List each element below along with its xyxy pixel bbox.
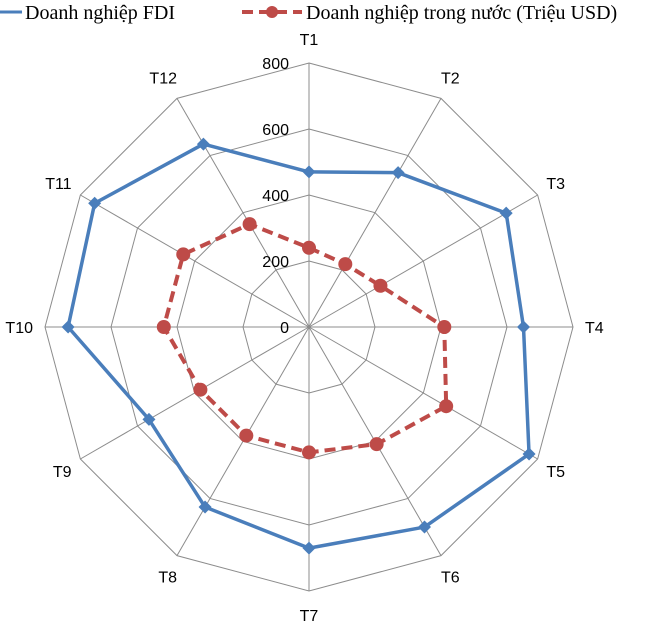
spoke-T11 <box>80 194 310 328</box>
series-1 <box>156 217 454 460</box>
radar-spokes <box>45 63 573 591</box>
tick-label: 600 <box>262 122 289 139</box>
data-point-T9 <box>193 382 208 397</box>
data-point-T3 <box>373 278 388 293</box>
month-label-T3: T3 <box>546 176 565 193</box>
tick-label: 0 <box>280 320 289 337</box>
month-label-T1: T1 <box>300 32 319 49</box>
spoke-T3 <box>308 194 538 328</box>
month-label-T2: T2 <box>441 71 460 88</box>
data-point-T5 <box>439 399 454 414</box>
month-label-T7: T7 <box>300 608 319 621</box>
data-point-T9 <box>142 412 156 426</box>
data-point-T12 <box>242 217 257 232</box>
series-0 <box>61 137 536 555</box>
data-point-T4 <box>517 320 530 334</box>
data-point-T4 <box>437 320 452 334</box>
data-point-T5 <box>522 447 536 461</box>
month-label-T5: T5 <box>546 464 565 481</box>
month-labels: T1 T2 T3 T4 T5 T6 T7 T8 T9 T10 T11 T12 <box>5 32 603 621</box>
data-point-T6 <box>418 520 431 534</box>
data-point-T3 <box>499 206 513 220</box>
data-point-T1 <box>302 165 316 179</box>
legend-marker-domestic <box>266 6 278 18</box>
data-point-T8 <box>239 428 254 443</box>
data-point-T2 <box>338 257 353 272</box>
tick-label: 400 <box>262 188 289 205</box>
data-series <box>61 137 536 555</box>
legend-label-domestic: Doanh nghiệp trong nước (Triệu USD) <box>306 2 617 24</box>
data-point-T7 <box>302 541 316 555</box>
legend-label-fdi: Doanh nghiệp FDI <box>25 2 175 24</box>
data-point-T11 <box>88 196 102 210</box>
legend-item-fdi: Doanh nghiệp FDI <box>0 2 175 24</box>
data-point-T2 <box>391 166 405 180</box>
data-point-T7 <box>302 445 316 460</box>
data-point-T6 <box>369 437 384 452</box>
data-point-T8 <box>198 500 212 514</box>
radial-tick-labels: 0 200 400 600 800 <box>262 56 289 337</box>
data-point-T11 <box>176 247 191 262</box>
spoke-T5 <box>308 326 538 460</box>
month-label-T8: T8 <box>158 569 177 586</box>
data-point-T10 <box>61 320 75 334</box>
tick-label: 200 <box>262 254 289 271</box>
month-label-T9: T9 <box>53 464 72 481</box>
data-point-T10 <box>156 320 171 334</box>
month-label-T10: T10 <box>5 320 33 337</box>
data-point-T1 <box>302 240 316 255</box>
legend: Doanh nghiệp FDI Doanh nghiệp trong nước… <box>0 2 617 24</box>
spoke-T2 <box>308 98 442 328</box>
month-label-T6: T6 <box>441 569 460 586</box>
series-line-0 <box>66 142 531 550</box>
spoke-T12 <box>176 98 310 328</box>
month-label-T12: T12 <box>149 71 177 88</box>
tick-label: 800 <box>262 56 289 73</box>
data-point-T12 <box>196 137 210 151</box>
legend-item-domestic: Doanh nghiệp trong nước (Triệu USD) <box>242 2 617 24</box>
month-label-T11: T11 <box>45 176 71 193</box>
month-label-T4: T4 <box>585 320 604 337</box>
series-line-1 <box>161 222 449 455</box>
